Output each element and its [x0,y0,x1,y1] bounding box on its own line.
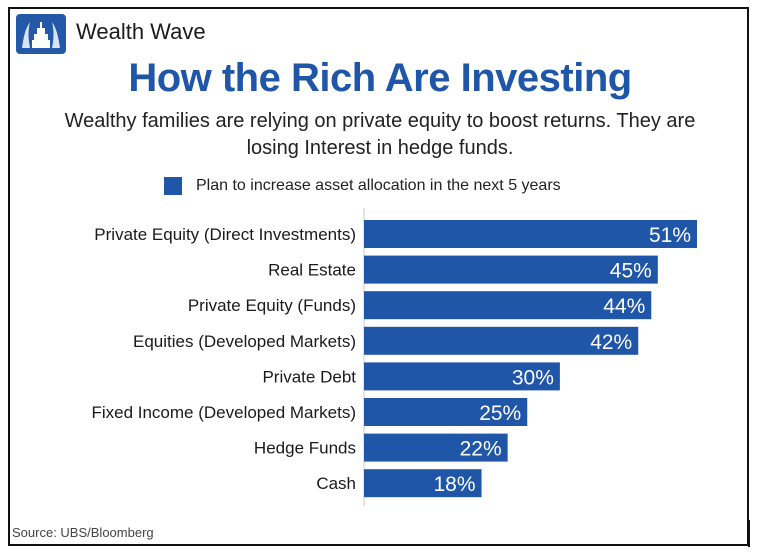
category-label: Private Equity (Direct Investments) [94,225,356,244]
bar [364,362,560,391]
category-label: Hedge Funds [254,439,356,458]
bar-value-label: 51% [649,224,691,247]
category-label: Equities (Developed Markets) [133,332,356,351]
brand-name: Wealth Wave [76,19,206,44]
bar-value-label: 18% [433,473,475,496]
bar [364,398,528,426]
category-label: Fixed Income (Developed Markets) [91,403,356,422]
bar-value-label: 44% [603,295,645,318]
category-label: Cash [316,474,356,493]
bar-value-label: 30% [512,366,554,389]
chart-subtitle: Wealthy families are relying on private … [64,110,696,159]
bar-value-label: 22% [460,438,502,461]
chart-title: How the Rich Are Investing [128,56,632,100]
bar [364,326,639,355]
legend-label: Plan to increase asset allocation in the… [196,177,561,194]
bar [364,255,658,284]
bar-value-label: 45% [610,260,652,283]
bar-value-label: 25% [479,402,521,425]
chart-frame [8,7,749,546]
legend-swatch [164,177,182,195]
bar-value-label: 42% [590,331,632,354]
bar [364,291,652,320]
bar [364,469,482,498]
bar [364,220,697,248]
frame-tab [748,520,750,547]
source-note: Source: UBS/Bloomberg [12,525,154,540]
category-label: Real Estate [268,261,356,280]
bar [364,433,508,462]
category-label: Private Debt [262,367,356,386]
category-label: Private Equity (Funds) [188,296,356,315]
chart-legend: Plan to increase asset allocation in the… [164,177,561,195]
wealth-wave-logo-icon [16,14,66,54]
